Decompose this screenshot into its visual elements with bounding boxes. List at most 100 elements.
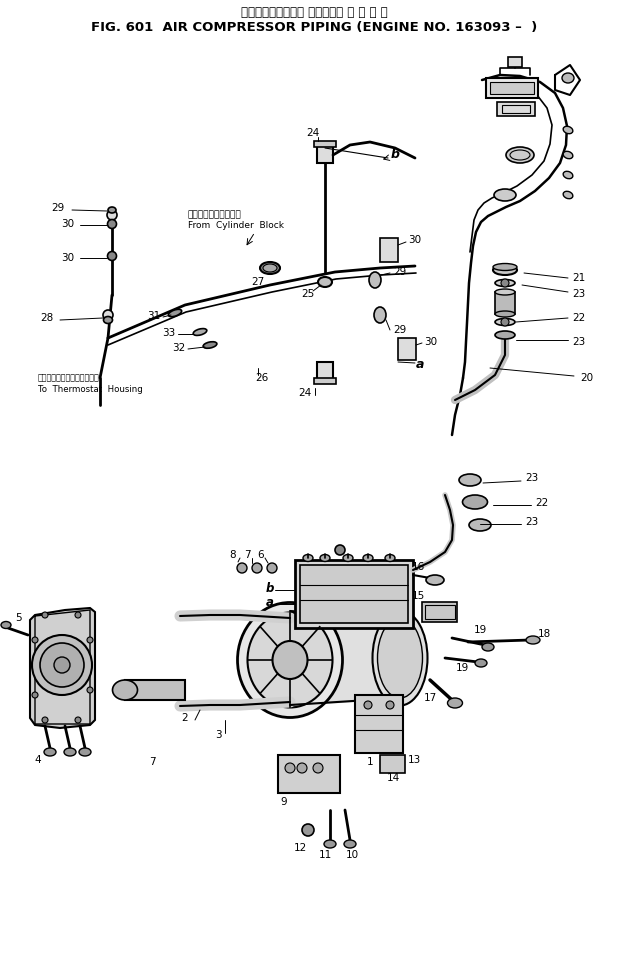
Bar [314, 141, 336, 147]
Circle shape [32, 637, 38, 643]
Bar [508, 57, 522, 67]
Text: 25: 25 [302, 289, 315, 299]
Text: 30: 30 [61, 253, 75, 263]
Circle shape [42, 717, 48, 723]
Bar [422, 602, 457, 622]
Circle shape [335, 545, 345, 555]
Text: 17: 17 [423, 693, 436, 703]
Text: b: b [266, 581, 274, 594]
Ellipse shape [526, 636, 540, 644]
Ellipse shape [459, 474, 481, 486]
Text: 27: 27 [251, 277, 265, 287]
Bar [314, 378, 336, 384]
Text: 26: 26 [255, 373, 268, 383]
Ellipse shape [1, 621, 11, 628]
Text: 23: 23 [525, 517, 538, 527]
Ellipse shape [562, 73, 574, 83]
Ellipse shape [426, 575, 444, 585]
Bar [425, 605, 455, 619]
Circle shape [107, 219, 117, 229]
Text: 2: 2 [182, 713, 188, 723]
Ellipse shape [372, 611, 428, 705]
Circle shape [237, 563, 247, 573]
Text: 29: 29 [51, 203, 65, 213]
Ellipse shape [324, 840, 336, 848]
Ellipse shape [363, 554, 373, 561]
Text: 11: 11 [319, 850, 332, 860]
Ellipse shape [563, 127, 573, 133]
Text: 19: 19 [455, 663, 468, 673]
Text: 24: 24 [298, 388, 312, 398]
Circle shape [32, 692, 38, 698]
Circle shape [75, 717, 81, 723]
Text: 14: 14 [386, 773, 399, 783]
Bar [317, 145, 333, 163]
Text: 18: 18 [538, 629, 551, 639]
Circle shape [267, 563, 277, 573]
Ellipse shape [193, 328, 207, 335]
Ellipse shape [495, 289, 515, 295]
Text: 23: 23 [525, 473, 538, 483]
Text: 33: 33 [162, 328, 175, 338]
Ellipse shape [495, 280, 515, 286]
Circle shape [107, 251, 117, 260]
Bar [380, 755, 405, 773]
Ellipse shape [506, 147, 534, 163]
Circle shape [87, 637, 93, 643]
Ellipse shape [475, 659, 487, 667]
Text: 21: 21 [572, 273, 585, 283]
Text: 15: 15 [411, 591, 424, 601]
Ellipse shape [64, 748, 76, 756]
Ellipse shape [318, 277, 332, 287]
Ellipse shape [343, 554, 353, 561]
Text: FIG. 601  AIR COMPRESSOR PIPING (ENGINE NO. 163093 –  ): FIG. 601 AIR COMPRESSOR PIPING (ENGINE N… [91, 20, 537, 33]
Ellipse shape [263, 264, 277, 272]
Ellipse shape [385, 554, 395, 561]
Ellipse shape [303, 554, 313, 561]
Ellipse shape [563, 171, 573, 178]
Text: a: a [416, 358, 424, 371]
Text: To  Thermostat  Housing: To Thermostat Housing [38, 386, 143, 394]
Text: 7: 7 [149, 757, 155, 767]
Text: 12: 12 [293, 843, 307, 853]
Text: 29: 29 [393, 325, 406, 335]
Circle shape [40, 643, 84, 687]
Ellipse shape [260, 262, 280, 274]
Text: 32: 32 [172, 343, 185, 353]
Circle shape [32, 635, 92, 695]
Text: 3: 3 [214, 730, 221, 740]
Circle shape [87, 687, 93, 693]
Text: 1: 1 [367, 757, 373, 767]
Text: 16: 16 [411, 562, 424, 572]
Ellipse shape [469, 519, 491, 531]
Bar [300, 565, 408, 623]
Text: 30: 30 [61, 219, 75, 229]
Text: a: a [266, 595, 274, 609]
Ellipse shape [79, 748, 91, 756]
Polygon shape [30, 608, 95, 728]
Bar [398, 338, 416, 360]
Bar [295, 560, 413, 628]
Bar [317, 362, 333, 380]
Circle shape [302, 824, 314, 836]
Circle shape [364, 701, 372, 709]
Ellipse shape [494, 189, 516, 201]
Ellipse shape [493, 265, 517, 275]
Ellipse shape [448, 698, 463, 708]
Text: b: b [391, 148, 399, 162]
Text: 10: 10 [345, 850, 359, 860]
Ellipse shape [493, 264, 517, 271]
Ellipse shape [320, 554, 330, 561]
Bar [125, 680, 185, 700]
Ellipse shape [238, 603, 342, 718]
Ellipse shape [374, 307, 386, 323]
Text: 9: 9 [280, 797, 287, 807]
Text: 8: 8 [229, 550, 236, 560]
Text: 22: 22 [572, 313, 585, 323]
Ellipse shape [563, 151, 573, 159]
Text: 28: 28 [40, 313, 54, 323]
Ellipse shape [495, 311, 515, 317]
Ellipse shape [369, 272, 381, 288]
Bar [355, 695, 403, 753]
Ellipse shape [344, 840, 356, 848]
